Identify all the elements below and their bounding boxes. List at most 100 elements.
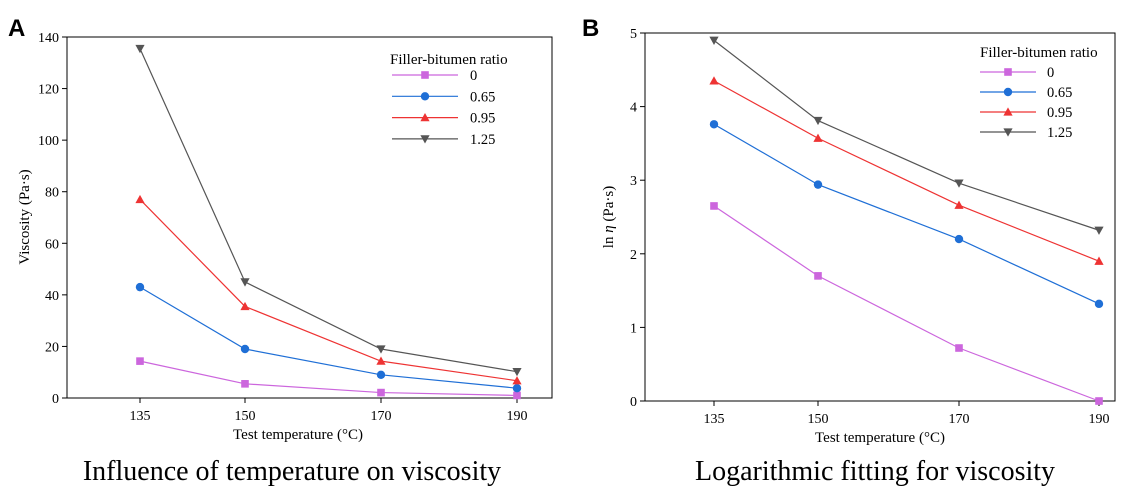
series-line — [139, 360, 518, 397]
data-point — [240, 278, 250, 287]
y-tick-label: 5 — [630, 27, 637, 42]
data-point — [955, 344, 963, 352]
legend-entry: 0 — [980, 65, 1054, 81]
legend-marker — [1003, 128, 1013, 137]
panel-b-caption: Logarithmic fitting for viscosity — [695, 456, 1055, 487]
panel-a-legend: Filler-bitumen ratio 0 0.65 0.95 1.25 — [390, 52, 508, 148]
data-point — [135, 194, 145, 204]
series-line — [713, 80, 1100, 262]
data-point — [814, 272, 822, 280]
y-tick-label: 0 — [630, 395, 637, 410]
y-tick-label: 40 — [45, 289, 59, 304]
data-point — [954, 200, 964, 209]
legend-marker — [420, 113, 430, 122]
panel-b-legend-title: Filler-bitumen ratio — [980, 45, 1098, 61]
series-line — [139, 48, 518, 373]
series-line — [713, 39, 1100, 231]
series-0_65 — [135, 282, 522, 393]
legend-marker — [1003, 87, 1013, 97]
series-line — [713, 205, 1100, 402]
legend-marker — [420, 135, 430, 144]
data-point — [136, 357, 144, 365]
data-point — [376, 345, 386, 354]
legend-marker — [420, 92, 430, 101]
data-point — [512, 384, 522, 393]
legend-label: 0 — [1047, 65, 1054, 81]
y-tick-label: 100 — [38, 134, 59, 149]
series-0_95 — [709, 76, 1104, 265]
data-point — [512, 376, 522, 385]
series-line — [139, 286, 518, 389]
legend-label: 0.95 — [470, 111, 495, 127]
legend-label: 0.65 — [470, 89, 495, 105]
data-point — [512, 368, 522, 377]
panel-b-letter: B — [582, 15, 599, 42]
panel-b-series — [709, 36, 1104, 405]
y-tick-label: 3 — [630, 174, 637, 189]
data-point — [710, 202, 718, 210]
data-point — [240, 301, 250, 311]
series-1_25 — [135, 44, 522, 377]
legend-entry: 0.95 — [980, 105, 1072, 121]
x-tick-label: 150 — [235, 409, 256, 424]
data-point — [813, 180, 823, 189]
y-tick-label: 2 — [630, 248, 637, 263]
series-0_95 — [135, 194, 522, 385]
panel-a-x-axis-title: Test temperature (°C) — [233, 427, 363, 443]
x-tick-label: 150 — [808, 412, 829, 427]
y-tick-label: 140 — [38, 31, 59, 46]
data-point — [813, 133, 823, 142]
panel-b-plot-frame — [644, 32, 1116, 402]
data-point — [135, 282, 145, 292]
x-tick-label: 170 — [371, 409, 392, 424]
series-line — [139, 199, 518, 382]
data-point — [954, 234, 964, 244]
panel-b: B 0 1 2 3 4 5 1 3 5 150 170 190 Test temperature (… — [582, 15, 1116, 487]
data-point — [709, 36, 719, 45]
y-tick-label: 120 — [38, 83, 59, 98]
data-point — [376, 370, 386, 379]
data-point — [1094, 256, 1104, 265]
legend-marker — [421, 71, 429, 79]
panel-b-x-axis-title: Test temperature (°C) — [815, 430, 945, 446]
panel-a-y-axis: 0 20 40 60 80 100 120 140 — [38, 31, 67, 407]
legend-entry: 0 — [392, 68, 477, 84]
panel-b-y-axis-title-prefix: ln — [601, 233, 617, 248]
data-point — [709, 76, 719, 85]
x-tick-label: 190 — [1089, 412, 1110, 427]
panel-b-x-axis: 135 150 170 190 — [704, 401, 1110, 427]
data-point — [813, 116, 823, 126]
panel-b-legend: Filler-bitumen ratio 0 0.65 0.95 1.25 — [980, 45, 1098, 141]
x-tick-label: 135 — [130, 409, 151, 424]
legend-label: 0.65 — [1047, 85, 1072, 101]
series-1_25 — [709, 36, 1104, 235]
panel-b-y-axis-title-suffix: (Pa·s) — [601, 186, 617, 226]
data-point — [376, 356, 386, 365]
x-tick-label: 170 — [949, 412, 970, 427]
series-0 — [710, 202, 1103, 405]
legend-marker — [1003, 107, 1013, 116]
panel-b-y-axis-title: ln η (Pa·s) — [601, 186, 617, 248]
legend-label: 0.95 — [1047, 105, 1072, 121]
panel-a-series — [135, 44, 522, 400]
panel-b-y-axis: 0 1 2 3 4 5 — [630, 27, 645, 410]
data-point — [241, 380, 249, 388]
legend-entry: 1.25 — [980, 125, 1072, 141]
data-point — [1094, 226, 1104, 235]
legend-label: 1.25 — [1047, 125, 1072, 141]
panel-a-y-axis-title: Viscosity (Pa·s) — [17, 169, 33, 264]
data-point — [377, 388, 385, 397]
series-line — [713, 123, 1100, 305]
data-point — [513, 391, 521, 400]
legend-marker — [1004, 68, 1012, 76]
y-tick-label: 60 — [45, 237, 59, 252]
y-tick-label: 1 — [630, 321, 637, 336]
legend-entry: 0.65 — [980, 85, 1072, 101]
y-tick-label: 4 — [630, 101, 637, 116]
series-0 — [136, 357, 521, 400]
y-tick-label: 20 — [45, 340, 59, 355]
panel-a-legend-title: Filler-bitumen ratio — [390, 52, 508, 68]
x-tick-label: 190 — [507, 409, 528, 424]
panel-a-plot-frame — [66, 36, 553, 399]
y-tick-label: 0 — [52, 392, 59, 407]
